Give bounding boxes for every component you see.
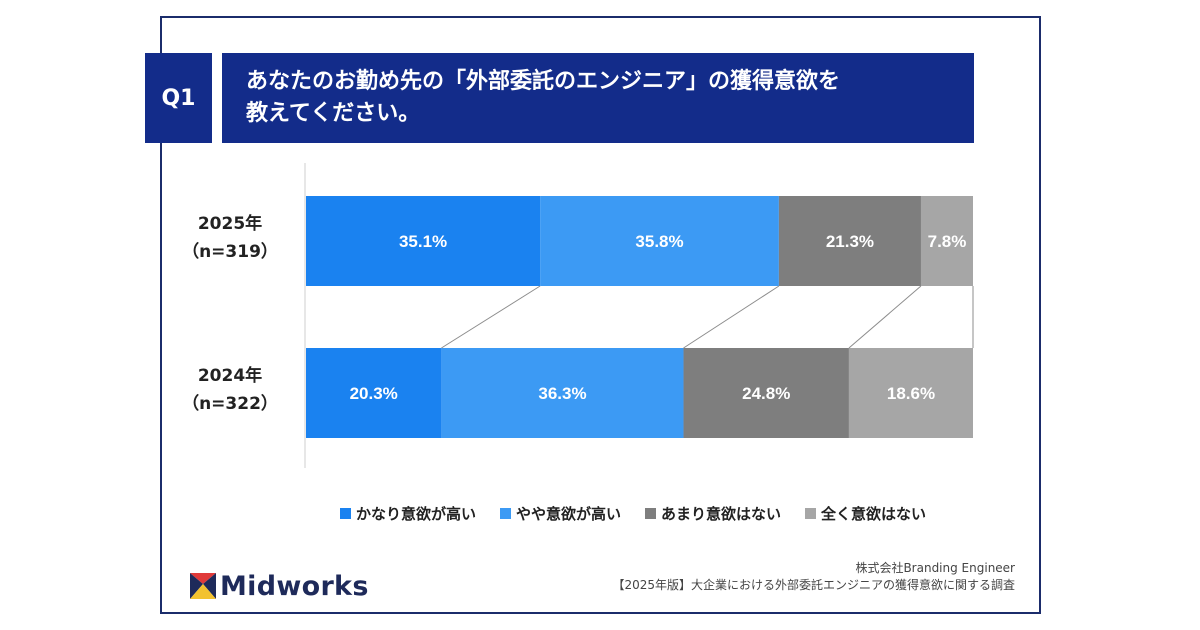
connector-line [848,285,922,349]
connector-line [441,285,541,349]
legend-swatch [340,507,351,519]
midworks-logo-icon [190,573,216,599]
legend-swatch [500,507,512,519]
question-badge: Q1 [145,53,212,143]
bar-data-label: 35.8% [635,232,683,251]
source-note: 株式会社Branding Engineer 【2025年版】大企業における外部委… [612,560,1015,594]
brand-name: Midworks [220,570,369,602]
legend-label: かなり意欲が高い [356,504,477,523]
bar-data-label: 18.6% [887,384,935,403]
row-label-2024: 2024年 （n=322） [175,362,285,418]
bar-segment [306,196,541,286]
question-title: あなたのお勤め先の「外部委託のエンジニア」の獲得意欲を 教えてください。 [222,53,974,143]
row-sample-size: （n=319） [182,242,278,262]
source-company: 株式会社Branding Engineer [855,561,1015,575]
bar-segment [306,348,442,438]
legend-swatch [645,507,657,519]
bar-segment [848,348,973,438]
legend-label: 全く意欲はない [821,504,927,523]
bar-segment [441,348,684,438]
bar-data-label: 21.3% [826,232,874,251]
question-title-line1: あなたのお勤め先の「外部委託のエンジニア」の獲得意欲を [246,69,841,94]
row-year: 2024年 [197,366,263,386]
legend-label: やや意欲が高い [516,504,622,523]
legend-item: かなり意欲が高い [340,503,476,524]
legend-item: あまり意欲はない [645,503,781,524]
question-title-line2: 教えてください。 [246,101,421,126]
bar-data-label: 24.8% [742,384,790,403]
source-report: 【2025年版】大企業における外部委託エンジニアの獲得意欲に関する調査 [612,578,1015,592]
bar-data-label: 7.8% [928,232,967,251]
bar-data-label: 36.3% [538,384,586,403]
legend-swatch [805,507,817,519]
legend: かなり意欲が高い やや意欲が高い あまり意欲はない 全く意欲はない [340,500,980,526]
legend-item: 全く意欲はない [805,503,926,524]
row-year: 2025年 [197,214,263,234]
row-label-2025: 2025年 （n=319） [175,210,285,266]
bar-segment [540,196,779,286]
bar-segment [683,348,849,438]
row-sample-size: （n=322） [182,394,278,414]
bar-data-label: 20.3% [350,384,398,403]
brand-logo: Midworks [190,568,369,604]
bar-segment [778,196,921,286]
bar-segment [920,196,973,286]
legend-label: あまり意欲はない [661,504,782,523]
bar-data-label: 35.1% [399,232,447,251]
connector-line [683,285,780,349]
legend-item: やや意欲が高い [500,503,621,524]
